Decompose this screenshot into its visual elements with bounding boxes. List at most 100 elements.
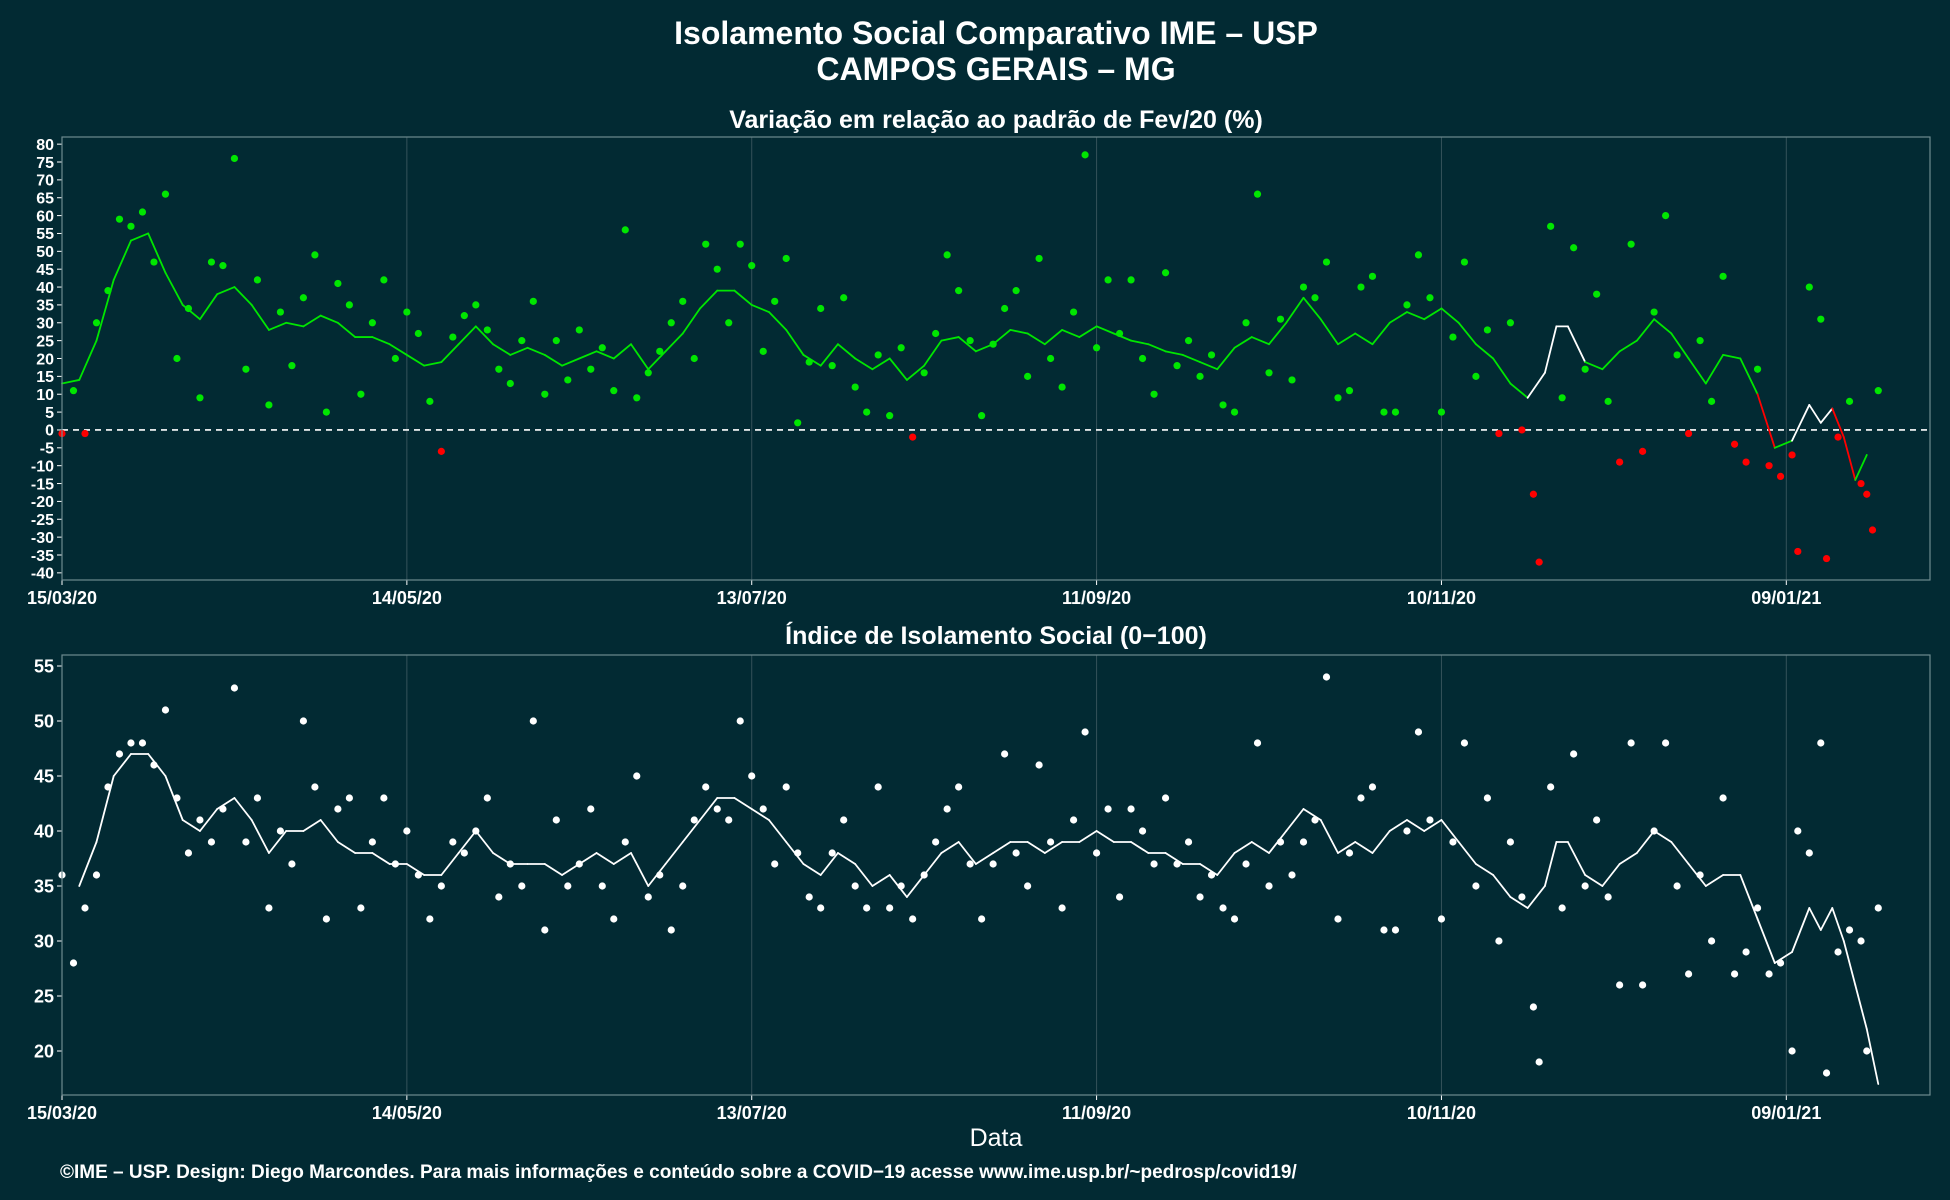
- panel-1-trend-segment: [216, 286, 236, 296]
- panel-1-point: [621, 226, 629, 234]
- panel-2-point: [851, 882, 859, 890]
- panel-2-point: [138, 739, 147, 747]
- panel-2-trend-segment: [630, 852, 650, 887]
- panel-2-point: [886, 904, 894, 912]
- panel-2-trend-segment: [1544, 841, 1558, 887]
- panel-2-point: [69, 959, 78, 967]
- panel-2-point: [1035, 761, 1043, 769]
- panel-1-point: [92, 319, 101, 327]
- x-axis-label: Data: [970, 1124, 1023, 1152]
- panel-2-point: [1081, 728, 1089, 736]
- panel-1-point: [518, 337, 526, 345]
- panel-1-point: [1311, 294, 1319, 302]
- panel-1-point: [1368, 272, 1377, 280]
- panel-2-trend-segment: [1854, 984, 1868, 1030]
- panel-1-point: [161, 190, 170, 198]
- panel-2-trend-segment: [1819, 907, 1834, 931]
- panel-2-trend-segment: [923, 852, 943, 876]
- panel-1-point: [115, 215, 124, 223]
- panel-1-point: [1403, 301, 1411, 309]
- panel-1-trend-segment: [647, 350, 667, 371]
- panel-1-point: [1730, 440, 1739, 448]
- panel-1-point: [219, 262, 227, 270]
- panel-1-trend-segment: [630, 343, 650, 371]
- panel-1-point: [897, 344, 905, 352]
- panel-1-ytick-label: 30: [36, 316, 54, 333]
- panel-1-point: [932, 329, 940, 338]
- panel-2-point: [1368, 783, 1377, 791]
- panel-2-trend-segment: [1216, 852, 1236, 876]
- panel-2-point: [1776, 959, 1785, 967]
- panel-1-point: [1207, 351, 1216, 359]
- panel-2-point: [736, 717, 744, 725]
- panel-2-trend-segment: [319, 819, 339, 843]
- panel-2-point: [702, 783, 710, 791]
- panel-1-point: [138, 208, 147, 216]
- panel-1-point: [1104, 276, 1112, 284]
- panel-1-trend-segment: [509, 346, 529, 356]
- panel-1-point: [1138, 354, 1147, 363]
- panel-1-point: [989, 340, 997, 348]
- panel-1-point: [909, 433, 917, 441]
- panel-1-point: [380, 276, 388, 284]
- panel-1-point: [1874, 387, 1882, 395]
- panel-1-ytick-label: -30: [31, 530, 54, 547]
- panel-1-point: [357, 390, 365, 398]
- panel-1-trend-segment: [940, 336, 960, 342]
- panel-2-trend-segment: [78, 841, 98, 887]
- panel-2-point: [81, 904, 89, 912]
- panel-2-point: [1253, 739, 1262, 747]
- panel-2-point: [1288, 871, 1296, 879]
- panel-1-point: [656, 347, 664, 355]
- panel-2-trend-segment: [1250, 841, 1270, 854]
- panel-1-point: [1414, 251, 1423, 259]
- panel-1-point: [587, 365, 595, 373]
- panel-2-trend-segment: [1831, 907, 1845, 942]
- panel-2-point: [1535, 1058, 1543, 1066]
- panel-1-ytick-label: 75: [36, 155, 54, 172]
- panel-2-point: [1794, 827, 1802, 835]
- panel-2-trend-segment: [1808, 907, 1822, 931]
- panel-1-trend-segment: [1819, 407, 1834, 424]
- panel-1-trend-segment: [871, 357, 891, 371]
- panel-1-trend-segment: [1854, 454, 1868, 481]
- panel-1-point: [748, 262, 756, 270]
- panel-1-trend-segment: [1130, 339, 1150, 346]
- panel-1-point: [1115, 329, 1124, 338]
- panel-1-trend-segment: [1371, 321, 1391, 346]
- panel-1-trend-segment: [1722, 354, 1742, 360]
- panel-1-point: [483, 326, 491, 334]
- panel-1-point: [771, 297, 779, 305]
- panel-2-point: [1547, 783, 1555, 791]
- panel-1-point: [1391, 408, 1400, 416]
- panel-2-point: [1707, 937, 1716, 945]
- panel-1-trend-segment: [819, 343, 839, 367]
- panel-1-point: [725, 319, 733, 327]
- panel-2-trend-segment: [1130, 841, 1150, 854]
- panel-2-point: [311, 783, 319, 791]
- panel-2-trend-segment: [1233, 841, 1253, 854]
- panel-2-trend-segment: [940, 841, 960, 854]
- panel-2-point: [1529, 1003, 1538, 1011]
- panel-2-point: [1334, 915, 1342, 923]
- panel-2-point: [518, 882, 526, 890]
- panel-1-trend-segment: [1319, 318, 1339, 346]
- panel-1-point: [173, 354, 181, 363]
- panel-1-point: [874, 351, 882, 359]
- panel-1-trend-segment: [1670, 332, 1690, 360]
- panel-1-point: [966, 337, 974, 345]
- panel-1-trend-segment: [888, 357, 908, 381]
- panel-2-trend-segment: [1865, 1028, 1880, 1085]
- panel-1-trend-segment: [147, 232, 167, 274]
- panel-1-trend-segment: [405, 354, 426, 367]
- panel-2-point: [840, 816, 848, 824]
- panel-1-trend-segment: [1544, 325, 1558, 374]
- panel-1-trend-segment: [1808, 404, 1822, 424]
- panel-1-trend-segment: [923, 339, 943, 367]
- panel-1-trend-segment: [336, 321, 357, 338]
- panel-2-point: [253, 794, 262, 802]
- panel-1-trend-segment: [423, 361, 443, 367]
- panel-2-point: [1730, 970, 1739, 978]
